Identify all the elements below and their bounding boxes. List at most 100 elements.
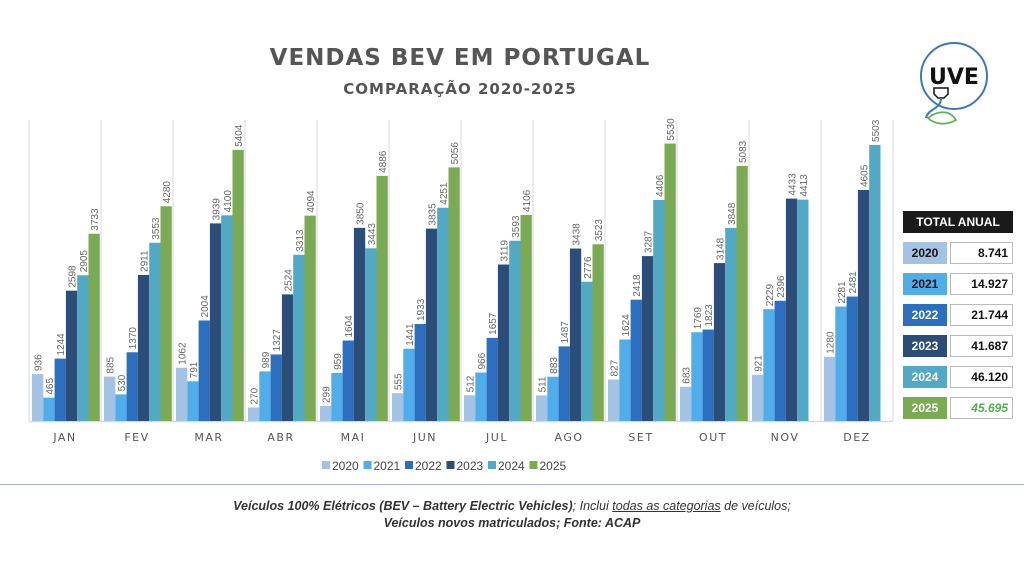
totals-year-label: 2025: [903, 397, 947, 419]
data-label: 4605: [860, 164, 871, 187]
x-tick-label: MAI: [341, 431, 366, 444]
bar-2025-abr: [304, 215, 316, 421]
data-label: 3553: [151, 217, 162, 240]
bar-2020-dez: [824, 356, 836, 421]
data-label: 2004: [200, 295, 211, 318]
bar-2023-jul: [497, 264, 510, 421]
bar-2023-ago: [569, 248, 582, 421]
totals-header: TOTAL ANUAL: [903, 211, 1013, 233]
bar-2024-jun: [437, 207, 449, 421]
bar-2020-mar: [176, 367, 188, 421]
bar-2021-ago: [547, 376, 559, 421]
bar-2023-set: [641, 256, 654, 421]
data-label: 2396: [776, 275, 787, 298]
bar-2022-abr: [270, 354, 282, 421]
x-tick-label: MAR: [194, 431, 223, 444]
x-tick-label: AGO: [554, 431, 583, 444]
data-label: 3148: [716, 237, 727, 260]
bar-2023-abr: [281, 294, 294, 421]
legend-label-2021: 2021: [374, 459, 401, 473]
data-label: 5503: [871, 119, 882, 142]
data-label: 1769: [693, 307, 704, 330]
bar-2021-fev: [115, 394, 127, 421]
legend-label-2020: 2020: [332, 459, 359, 473]
x-tick-label: JUL: [485, 431, 508, 444]
totals-value: 46.120: [950, 366, 1013, 388]
data-label: 3939: [212, 198, 223, 221]
bar-2024-jul: [509, 240, 521, 421]
data-label: 936: [34, 354, 45, 371]
bar-2022-jan: [54, 358, 66, 421]
uve-logo-icon: UVE: [920, 42, 988, 125]
bar-2024-set: [653, 199, 665, 421]
bar-2020-jul: [464, 395, 476, 421]
bar-2023-jan: [65, 290, 78, 421]
bar-2021-dez: [835, 306, 847, 421]
bar-2024-mar: [221, 215, 233, 421]
bar-2021-mai: [331, 372, 343, 421]
totals-value: 45.695: [950, 397, 1013, 419]
data-label: 1604: [344, 315, 355, 338]
totals-row-2025: 2025 45.695: [903, 397, 1013, 419]
footnote: Veículos 100% Elétricos (BEV – Battery E…: [0, 498, 1024, 532]
data-label: 3835: [428, 203, 439, 226]
data-label: 4251: [439, 182, 450, 205]
bar-2021-set: [619, 339, 631, 421]
bar-2021-nov: [763, 309, 775, 421]
data-label: 1624: [621, 314, 632, 337]
totals-value: 8.741: [950, 242, 1013, 264]
totals-year-label: 2023: [903, 335, 947, 357]
data-label: 827: [610, 359, 621, 376]
data-label: 511: [538, 376, 549, 392]
x-tick-label: FEV: [124, 431, 149, 444]
bar-2024-dez: [869, 144, 881, 421]
bar-2020-jan: [32, 374, 44, 421]
data-label: 791: [189, 361, 200, 378]
data-label: 2776: [583, 256, 594, 279]
data-label: 2481: [848, 271, 859, 294]
bar-2020-set: [608, 379, 620, 421]
bar-2020-jun: [392, 393, 404, 421]
legend-swatch-2022: [405, 461, 413, 469]
data-label: 921: [754, 355, 765, 372]
legend-swatch-2024: [488, 461, 496, 469]
data-label: 885: [106, 356, 117, 373]
data-label: 3523: [594, 219, 605, 242]
bar-2025-mai: [376, 175, 388, 421]
data-label: 4100: [223, 190, 234, 213]
footnote-bold-1: Veículos 100% Elétricos (BEV – Battery E…: [233, 499, 573, 513]
bar-2021-jan: [43, 397, 55, 421]
legend-swatch-2021: [363, 461, 372, 469]
bar-2022-mar: [198, 320, 210, 421]
bar-2022-set: [630, 299, 642, 421]
bar-2022-out: [702, 329, 714, 421]
totals-year-label: 2020: [903, 242, 947, 264]
footnote-text-1: ; Inclui: [572, 499, 613, 513]
bar-2020-nov: [752, 374, 764, 421]
data-label: 2905: [79, 250, 90, 273]
x-tick-label: DEZ: [843, 431, 870, 444]
annual-totals-panel: TOTAL ANUAL 2020 8.741 2021 14.927 2022 21.74…: [903, 211, 1013, 419]
data-label: 959: [333, 353, 344, 370]
data-label: 4094: [306, 190, 317, 213]
bar-2025-jun: [448, 167, 460, 421]
bar-2024-fev: [149, 242, 161, 421]
bar-2025-fev: [160, 206, 172, 421]
data-label: 4886: [378, 150, 389, 173]
bar-2021-jul: [475, 372, 487, 421]
data-label: 1280: [826, 331, 837, 354]
data-label: 5404: [234, 124, 245, 147]
data-label: 1244: [56, 333, 67, 356]
bar-2024-jan: [77, 275, 89, 421]
legend-swatch-2020: [322, 461, 330, 469]
legend-label-2024: 2024: [498, 459, 525, 473]
data-label: 299: [322, 386, 333, 403]
totals-row-2021: 2021 14.927: [903, 273, 1013, 295]
data-label: 1487: [560, 321, 571, 344]
bar-2022-fev: [126, 352, 138, 421]
data-label: 3287: [644, 230, 655, 253]
data-label: 4406: [655, 174, 666, 197]
divider: [0, 484, 1024, 485]
data-label: 3438: [572, 223, 583, 246]
legend-label-2022: 2022: [415, 459, 442, 473]
